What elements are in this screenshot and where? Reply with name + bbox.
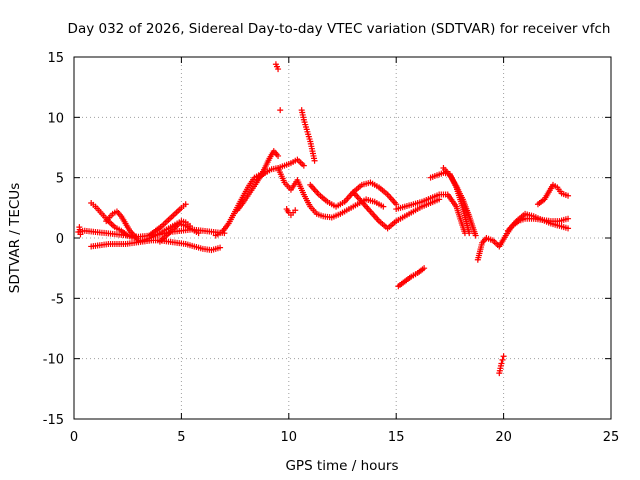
y-axis-title: SDTVAR / TECUs [7,183,23,293]
x-tick-label: 0 [70,430,78,445]
y-tick-label: 15 [47,51,64,66]
x-tick-label: 20 [495,430,512,445]
y-tick-label: 0 [56,232,64,247]
data-point [565,225,572,232]
data-point [275,152,282,159]
chart-title: Day 032 of 2026, Sidereal Day-to-day VTE… [68,21,611,37]
data-point [466,230,473,237]
data-point [500,353,507,360]
data-points [75,61,572,377]
data-point [499,356,506,363]
y-tick-label: -10 [43,353,64,368]
data-point [182,201,189,208]
data-point [275,66,282,73]
data-point [565,192,572,199]
data-point [498,360,505,367]
data-point [311,157,318,164]
data-point [292,207,299,214]
x-tick-label: 15 [388,430,405,445]
data-point [300,162,307,169]
data-point [472,232,479,239]
y-tick-label: -15 [43,413,64,428]
x-tick-label: 5 [177,430,185,445]
x-axis-title: GPS time / hours [285,458,398,474]
x-tick-label: 10 [281,430,298,445]
data-point [217,244,224,251]
x-tick-label: 25 [603,430,620,445]
y-tick-label: -5 [51,292,64,307]
data-point [380,203,387,210]
y-tick-label: 5 [56,172,64,187]
axis-ticks: 0 5 10 15 20 25 -15 -10 -5 0 5 10 15 [43,51,620,445]
data-point [277,107,284,114]
data-point [565,215,572,222]
data-point [195,230,202,237]
data-point [77,231,84,238]
grid-lines [74,57,611,419]
y-tick-label: 10 [47,111,64,126]
data-point [421,265,428,272]
